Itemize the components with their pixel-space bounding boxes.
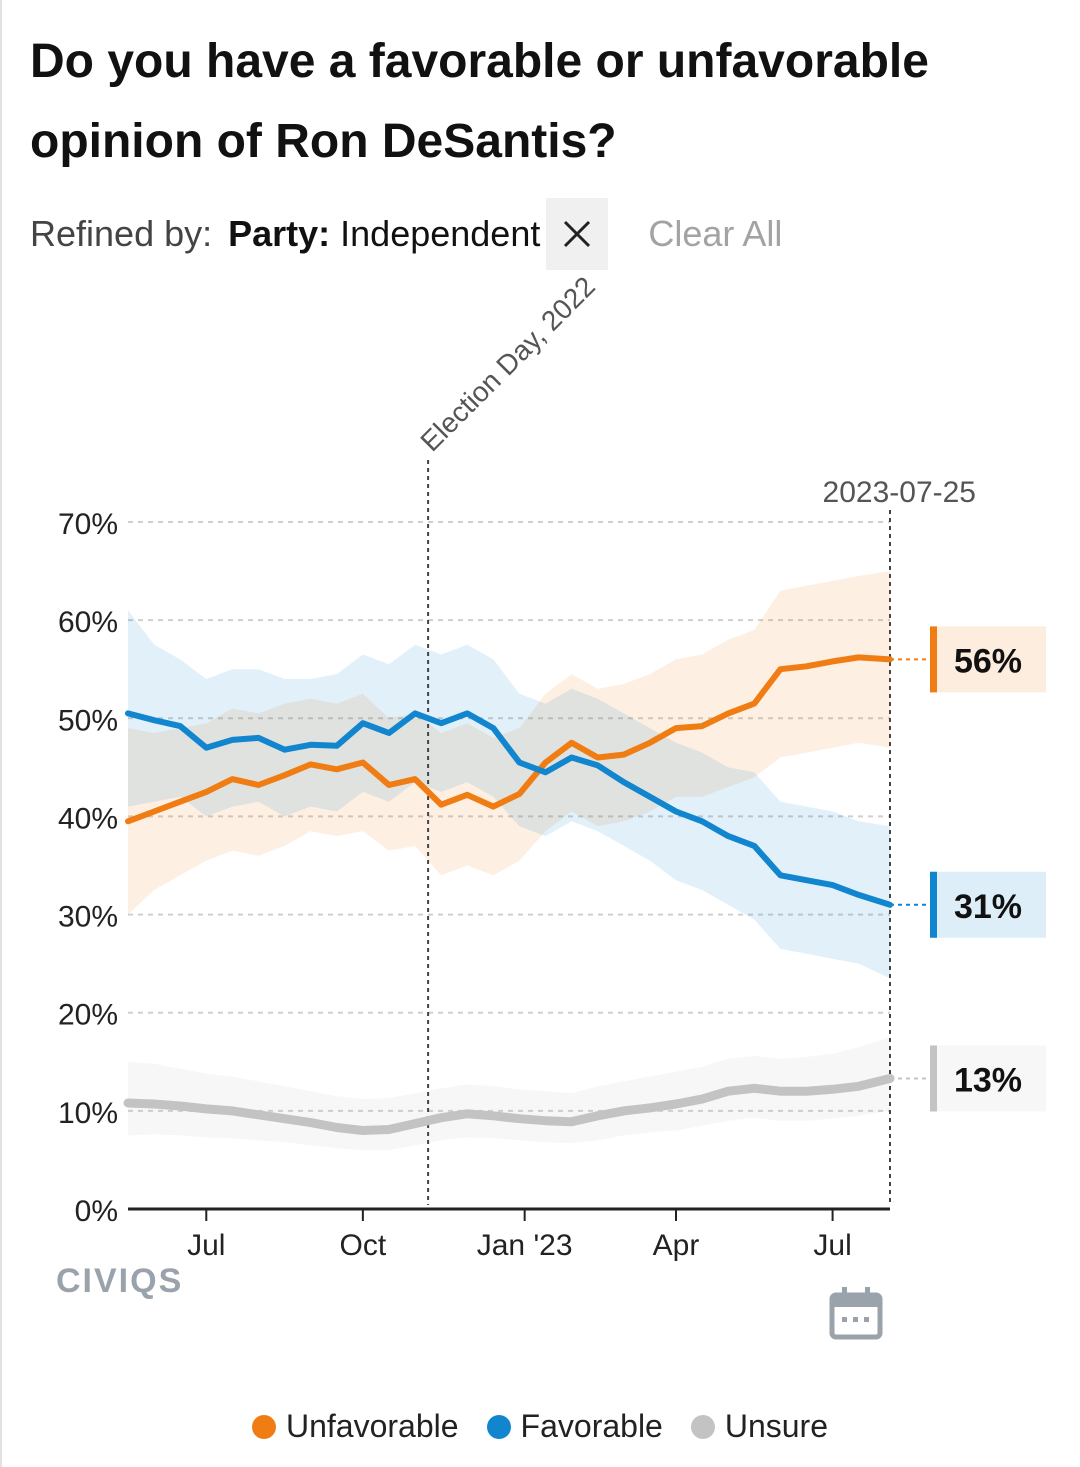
y-tick-label: 50% (58, 704, 118, 737)
end-value-label-favorable: 31% (954, 888, 1022, 926)
x-tick-label: Oct (340, 1229, 387, 1262)
legend-item-unsure[interactable]: Unsure (690, 1408, 828, 1445)
clear-all-button[interactable]: Clear All (648, 213, 783, 254)
series-line-favorable (125, 710, 893, 908)
filter-bar: Refined by: Party: Independent Clear All (30, 198, 782, 270)
end-value-label-unsure: 13% (954, 1061, 1022, 1099)
trend-chart: 0% 10% 20% 30% 40% 50% 60% 70% Jul Oct Jan '23 Apr J… (58, 271, 1046, 1262)
filter-value: Independent (340, 213, 541, 254)
election-day-label: Election Day, 2022 (414, 271, 601, 458)
close-icon (564, 220, 591, 248)
y-tick-label: 70% (58, 508, 118, 541)
legend-dot-unfavorable (252, 1414, 276, 1439)
current-date-label: 2023-07-25 (823, 476, 976, 509)
civiqs-logo: CIVIQS (56, 1262, 184, 1300)
x-tick-label: Jan '23 (477, 1229, 573, 1262)
y-tick-label: 10% (58, 1097, 118, 1130)
legend-label-favorable: Favorable (520, 1408, 663, 1444)
end-label-bar-unsure (930, 1045, 937, 1112)
end-value-label-unfavorable: 56% (954, 642, 1022, 680)
end-label-bar-favorable (930, 871, 937, 938)
end-label-box-unfavorable (930, 626, 1046, 693)
chart-legend: Unfavorable Favorable Unsure (0, 1408, 1080, 1445)
x-tick-label: Jul (813, 1229, 851, 1262)
confidence-band-favorable (128, 610, 890, 979)
remove-filter-button[interactable] (546, 198, 609, 270)
legend-label-unsure: Unsure (724, 1408, 828, 1444)
legend-item-unfavorable[interactable]: Unfavorable (252, 1408, 459, 1445)
calendar-icon[interactable] (828, 1285, 884, 1341)
page-title: Do you have a favorable or unfavorable o… (30, 35, 929, 168)
filter-label: Refined by: (30, 213, 213, 254)
confidence-band-unfavorable (128, 571, 890, 915)
y-tick-label: 0% (75, 1195, 118, 1228)
legend-label-unfavorable: Unfavorable (286, 1408, 459, 1444)
legend-dot-unsure (690, 1414, 715, 1439)
series-line-unfavorable (125, 654, 893, 825)
series-line-unsure (123, 1074, 895, 1135)
legend-item-favorable[interactable]: Favorable (486, 1408, 663, 1445)
end-label-box-favorable (930, 871, 1046, 938)
x-tick-label: Apr (653, 1229, 700, 1262)
end-label-bar-unfavorable (930, 626, 937, 693)
x-tick-label: Jul (187, 1229, 225, 1262)
filter-key: Party: (228, 213, 331, 254)
legend-dot-favorable (486, 1414, 511, 1439)
y-tick-label: 30% (58, 901, 118, 934)
y-tick-label: 40% (58, 802, 118, 835)
end-label-box-unsure (930, 1045, 1046, 1112)
y-tick-label: 60% (58, 606, 118, 639)
y-tick-label: 20% (58, 999, 118, 1032)
